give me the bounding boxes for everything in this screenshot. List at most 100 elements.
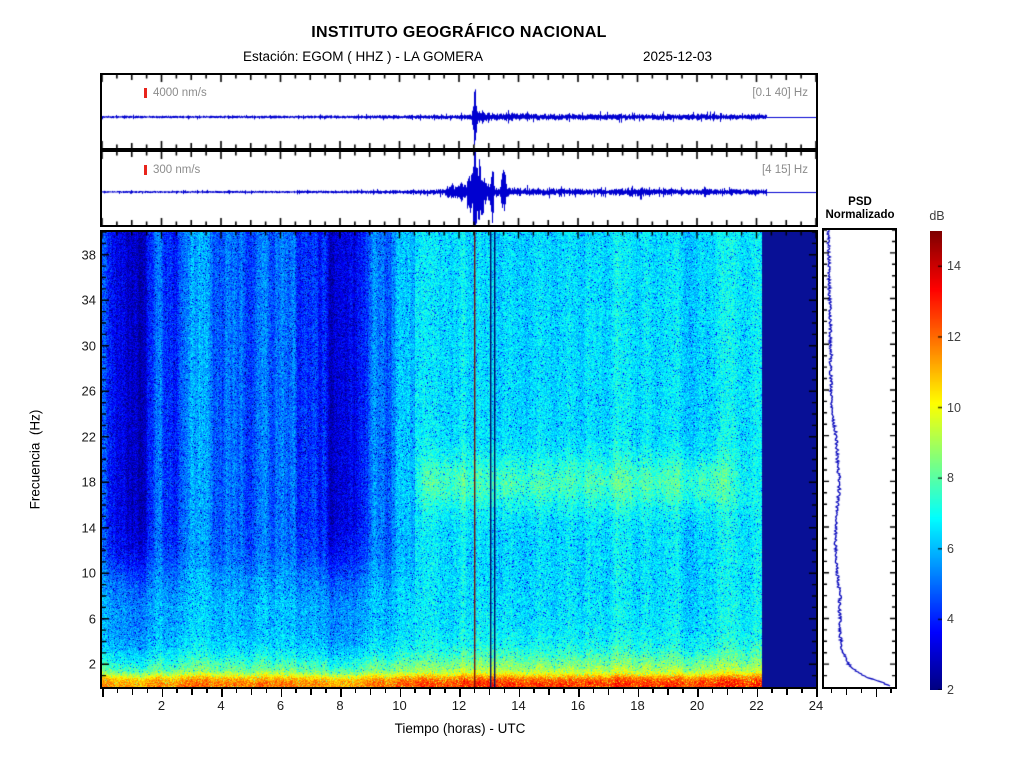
y-axis-tick-label: 30 [81,338,96,354]
y-axis-tick-label: 38 [81,247,96,263]
x-axis-tick [265,689,268,693]
x-axis-tick [622,689,625,693]
x-axis-tick [741,689,744,693]
x-axis-tick [354,689,357,693]
x-axis-tick-label: 16 [570,698,586,713]
y-axis-tick-label: 2 [88,656,96,672]
x-axis-tick [473,689,476,693]
date-label: 2025-12-03 [643,49,713,64]
x-axis-tick [518,689,521,697]
scale-bar-icon [144,165,147,175]
x-axis-tick [607,689,610,695]
x-axis-tick [414,689,416,693]
x-axis-tick [786,689,788,695]
x-axis-title: Tiempo (horas) - UTC [394,721,526,736]
x-axis-tick [548,689,550,695]
x-axis-tick [146,689,149,693]
x-axis-tick [340,689,342,697]
colorbar-tick-label: 8 [947,471,954,486]
colorbar-unit-label: dB [929,209,945,223]
scale-label: 300 nm/s [153,164,201,176]
psd-panel [822,228,897,689]
x-axis-tick-label: 18 [630,698,645,713]
x-axis-tick [756,689,759,697]
x-axis-tick [875,689,878,697]
x-axis-tick [503,689,506,693]
scale-annotation: 300 nm/s [144,164,200,176]
x-axis-tick [816,689,818,697]
y-axis-title: Frecuencia (Hz) [27,409,43,510]
x-axis-tick [191,689,193,695]
x-axis-tick [711,689,714,693]
x-axis-tick [578,689,580,697]
x-axis-tick-label: 6 [276,698,285,713]
x-axis-tick [235,689,238,693]
x-axis-tick [830,689,833,693]
x-axis-tick [161,689,164,697]
x-axis-tick [488,689,491,695]
x-axis-tick [206,689,208,693]
x-axis-tick [592,689,595,693]
x-axis-tick-label: 4 [217,698,225,713]
x-axis-tick [384,689,387,693]
x-axis-tick [845,689,848,695]
y-axis-tick-label: 10 [81,565,96,581]
y-axis-tick-label: 34 [81,292,96,308]
x-axis-tick-label: 24 [808,698,824,713]
trace-panel-4-15: 300 nm/s [4 15] Hz [100,150,818,227]
y-axis-tick-label: 18 [81,474,96,490]
x-axis-tick [310,689,312,695]
spectrogram-canvas [102,232,816,687]
x-axis-tick [131,689,134,695]
x-axis-tick [102,689,104,697]
colorbar-tick-label: 10 [947,400,961,415]
x-axis-tick [459,689,461,697]
x-axis-tick [176,689,178,693]
filter-band-label: [4 15] Hz [761,164,808,176]
colorbar-tick-label: 2 [947,683,954,697]
colorbar-tick-label: 14 [947,259,961,274]
x-axis-tick-label: 14 [511,698,526,713]
x-axis-tick [890,689,892,693]
y-axis-tick-label: 22 [81,429,96,445]
scale-bar-icon [144,88,147,98]
spectrogram-panel [100,230,818,689]
x-axis-tick-label: 8 [336,698,344,713]
x-axis-tick [280,689,283,697]
x-axis-tick-label: 12 [451,698,467,713]
x-axis-tick [116,689,119,693]
colorbar-tick-label: 12 [947,329,961,344]
x-axis-tick [444,689,446,693]
scale-annotation: 4000 nm/s [144,87,207,99]
psd-curve-canvas [824,230,895,687]
x-axis-tick [726,689,729,695]
colorbar-tick-label: 4 [947,612,954,627]
x-axis-tick [652,689,654,693]
x-axis-tick [369,689,372,695]
x-axis-tick [771,689,773,693]
x-axis-tick [429,689,431,695]
trace-panel-broadband: 4000 nm/s [0.1 40] Hz [100,73,818,150]
x-axis-tick [860,689,863,693]
colorbar [930,231,942,690]
x-axis-tick [250,689,253,695]
colorbar-tick-label: 6 [947,541,954,556]
x-axis-tick-label: 22 [749,698,764,713]
x-axis-tick [667,689,669,695]
x-axis-tick [295,689,297,693]
y-axis-tick-label: 14 [81,520,96,536]
x-axis-tick [682,689,684,693]
y-axis-tick-label: 26 [81,383,96,399]
page-title: INSTITUTO GEOGRÁFICO NACIONAL [311,24,607,41]
station-subtitle: Estación: EGOM ( HHZ ) - LA GOMERA [243,49,484,64]
y-axis-tick-label: 6 [88,611,96,627]
x-axis-tick [563,689,565,693]
scale-label: 4000 nm/s [153,87,207,99]
trace-4-15-canvas [102,152,816,225]
x-axis-tick [697,689,699,697]
filter-band-label: [0.1 40] Hz [752,87,808,99]
trace-broadband-canvas [102,75,816,148]
x-axis-tick-label: 10 [392,698,407,713]
x-axis-tick [221,689,223,697]
